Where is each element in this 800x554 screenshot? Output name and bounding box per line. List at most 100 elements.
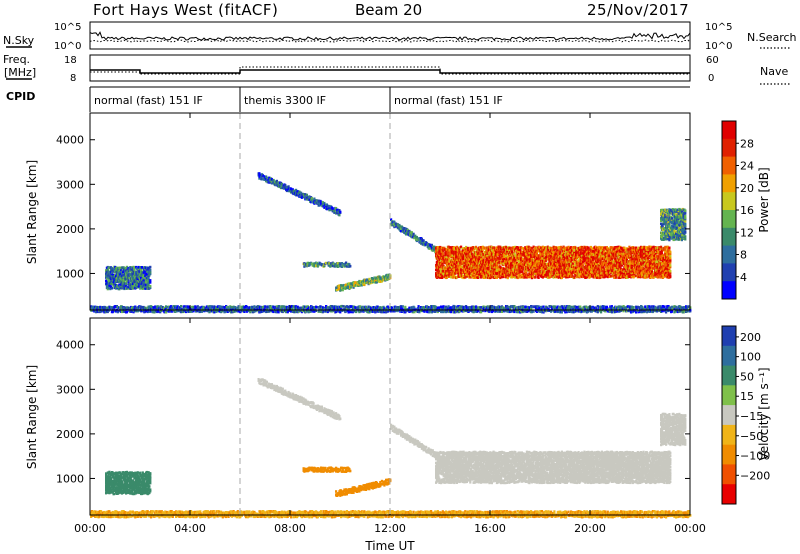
echo-cell <box>546 257 549 261</box>
echo-cell <box>505 247 508 250</box>
echo-cell <box>263 178 266 181</box>
echo-cell <box>335 288 338 292</box>
echo-cell <box>481 245 484 249</box>
echo-cell <box>113 268 116 272</box>
echo-feature <box>257 172 342 217</box>
echo-cell <box>470 250 473 253</box>
echo-cell <box>505 270 508 273</box>
echo-cell <box>482 263 485 266</box>
echo-cell <box>528 268 531 272</box>
echo-cell <box>448 249 451 252</box>
echo-cell <box>528 251 531 255</box>
echo-cell <box>137 265 140 269</box>
echo-cell <box>536 260 539 263</box>
echo-cell <box>459 263 462 266</box>
echo-cell <box>465 275 468 278</box>
noise-right-label: N.Search <box>747 31 797 44</box>
echo-cell <box>512 275 515 279</box>
echo-cell <box>446 273 449 277</box>
echo-cell <box>497 266 500 269</box>
echo-cell <box>129 269 132 273</box>
echo-cell <box>514 273 517 277</box>
echo-cell <box>110 286 113 290</box>
echo-cell <box>355 281 358 284</box>
echo-cell <box>124 270 127 274</box>
echo-cell <box>511 253 514 257</box>
echo-cell <box>476 270 479 273</box>
echo-cell <box>508 268 511 272</box>
echo-cell <box>480 258 483 261</box>
echo-cell <box>460 275 463 279</box>
echo-cell <box>422 239 425 242</box>
echo-cell <box>533 262 536 265</box>
echo-cell <box>305 193 308 197</box>
echo-cell <box>455 261 458 264</box>
echo-cell <box>270 178 273 181</box>
cpid-segment-label: normal (fast) 151 IF <box>394 94 503 107</box>
echo-cell <box>145 279 148 283</box>
echo-cell <box>437 255 440 258</box>
echo-cell <box>320 200 323 204</box>
echo-cell <box>300 191 303 195</box>
echo-cell <box>280 186 283 190</box>
echo-cell <box>525 269 528 272</box>
echo-cell <box>480 263 483 267</box>
echo-cell <box>518 260 521 263</box>
echo-cell <box>124 275 127 279</box>
power-plot-area <box>90 113 690 310</box>
echo-cell <box>546 245 549 249</box>
power-echo-features <box>90 172 692 314</box>
echo-cell <box>499 270 502 274</box>
echo-cell <box>120 284 123 288</box>
echo-cell <box>445 260 448 263</box>
echo-cell <box>337 287 340 291</box>
echo-cell <box>475 245 478 249</box>
freq-label-line2: [MHz] <box>4 66 36 79</box>
echo-cell <box>329 208 332 212</box>
echo-cell <box>455 245 458 249</box>
echo-cell <box>525 271 528 275</box>
echo-cell <box>465 271 468 275</box>
echo-cell <box>114 278 117 281</box>
echo-cell <box>112 273 115 277</box>
echo-cell <box>537 249 540 252</box>
cpid-segments: normal (fast) 151 IF themis 3300 IF normal… <box>89 87 503 112</box>
echo-cell <box>339 264 342 268</box>
echo-cell <box>486 253 489 257</box>
echo-cell <box>489 276 492 280</box>
echo-cell <box>133 268 136 271</box>
echo-cell <box>475 264 478 267</box>
echo-cell <box>450 265 453 269</box>
echo-cell <box>506 248 509 251</box>
echo-cell <box>447 270 450 273</box>
echo-cell <box>664 248 667 251</box>
echo-cell <box>401 226 404 230</box>
echo-cell <box>445 253 448 257</box>
echo-cell <box>520 260 523 263</box>
echo-cell <box>485 268 488 272</box>
echo-cell <box>140 268 143 272</box>
echo-cell <box>669 264 672 267</box>
echo-cell <box>437 276 440 279</box>
echo-cell <box>105 269 108 272</box>
echo-cell <box>497 259 500 262</box>
echo-cell <box>313 197 316 201</box>
echo-cell <box>147 277 150 281</box>
echo-cell <box>412 235 415 238</box>
echo-cell <box>290 187 293 191</box>
echo-cell <box>515 268 518 271</box>
echo-cell <box>548 251 551 254</box>
echo-cell <box>365 281 368 285</box>
echo-cell <box>650 270 653 273</box>
echo-cell <box>481 272 484 275</box>
echo-cell <box>472 276 475 279</box>
echo-cell <box>517 246 520 249</box>
echo-cell <box>132 286 135 290</box>
echo-cell <box>304 193 307 196</box>
sky-noise-trace <box>89 31 691 41</box>
echo-cell <box>336 208 339 212</box>
echo-cell <box>472 249 475 253</box>
echo-cell <box>529 260 532 263</box>
echo-cell <box>510 275 513 279</box>
